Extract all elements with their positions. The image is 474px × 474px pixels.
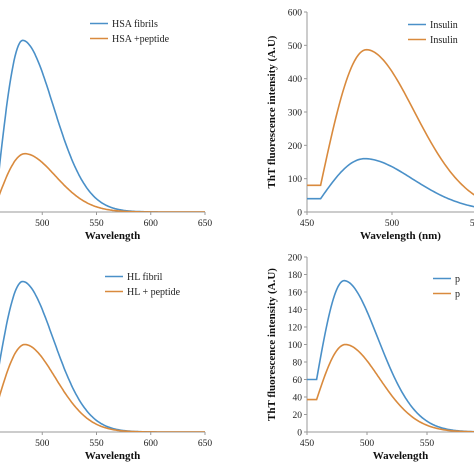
x-tick-label: 550: [89, 219, 104, 229]
legend-label: p: [455, 289, 460, 300]
x-tick-label: 600: [144, 219, 159, 229]
y-axis-label: ThT fluorescence intensity (A.U): [266, 35, 278, 188]
y-tick-label: 160: [288, 289, 303, 299]
y-tick-label: 600: [288, 9, 303, 19]
x-tick-label: 600: [144, 439, 159, 449]
y-tick-label: 0: [297, 429, 302, 439]
y-tick-label: 0: [297, 209, 302, 219]
y-tick-label: 100: [288, 175, 303, 185]
y-tick-label: 100: [288, 341, 303, 351]
y-tick-label: 140: [288, 306, 303, 316]
x-axis-label: Wavelength (nm): [360, 230, 441, 242]
legend-label: HSA +peptide: [112, 34, 170, 45]
x-tick-label: 500: [35, 439, 50, 449]
y-tick-label: 180: [288, 271, 303, 281]
chart-panel-3: 500 550 600 650 Wavelength HL fibril HL + pept…: [0, 272, 212, 462]
y-tick-label: 200: [288, 142, 303, 152]
x-tick-label: 550: [89, 439, 104, 449]
y-axis-label: ThT fluorescence intensity (A.U): [266, 268, 278, 421]
x-tick-label: 550: [470, 219, 474, 229]
series-line-1: [307, 279, 474, 432]
series-line-2: [0, 343, 205, 432]
y-tick-label: 500: [288, 42, 303, 52]
x-tick-label: 650: [198, 219, 213, 229]
x-tick-label: 500: [360, 439, 375, 449]
legend-label: HL + peptide: [127, 287, 181, 298]
y-tick-label: 400: [288, 75, 303, 85]
x-tick-label: 450: [300, 439, 315, 449]
legend-label: Insulin: [430, 20, 458, 31]
chart-panel-1: 500 550 600 650 Wavelength HSA fibrils HSA +pe…: [0, 19, 212, 242]
y-tick-label: 120: [288, 324, 303, 334]
y-tick-label: 300: [288, 109, 303, 119]
series-line-1: [0, 280, 205, 432]
y-tick-label: 20: [293, 411, 303, 421]
y-tick-label: 60: [293, 376, 303, 386]
x-axis-label: Wavelength: [85, 230, 141, 242]
series-line-1: [0, 39, 205, 212]
x-tick-label: 450: [300, 219, 315, 229]
x-tick-label: 500: [35, 219, 50, 229]
y-tick-label: 80: [293, 359, 303, 369]
x-tick-label: 500: [385, 219, 400, 229]
series-line-2: [0, 152, 205, 212]
x-tick-label: 550: [420, 439, 435, 449]
series-line-2: [307, 343, 474, 432]
y-tick-label: 40: [293, 394, 303, 404]
legend-label: HSA fibrils: [112, 19, 158, 30]
series-line-1: [307, 157, 474, 208]
legend-label: HL fibril: [127, 272, 163, 283]
series-line-2: [307, 48, 474, 196]
x-axis-label: Wavelength: [373, 450, 429, 462]
legend-label: Insulin: [430, 35, 458, 46]
y-tick-label: 200: [288, 254, 303, 264]
x-axis-label: Wavelength: [85, 450, 141, 462]
legend-label: p: [455, 274, 460, 285]
x-tick-label: 650: [198, 439, 213, 449]
chart-panel-2: 450 500 550 0 100 200 300 400 500 600 Wavelength (…: [266, 9, 474, 242]
chart-panel-4: 450500550600020406080100120140160180200W…: [266, 254, 474, 462]
